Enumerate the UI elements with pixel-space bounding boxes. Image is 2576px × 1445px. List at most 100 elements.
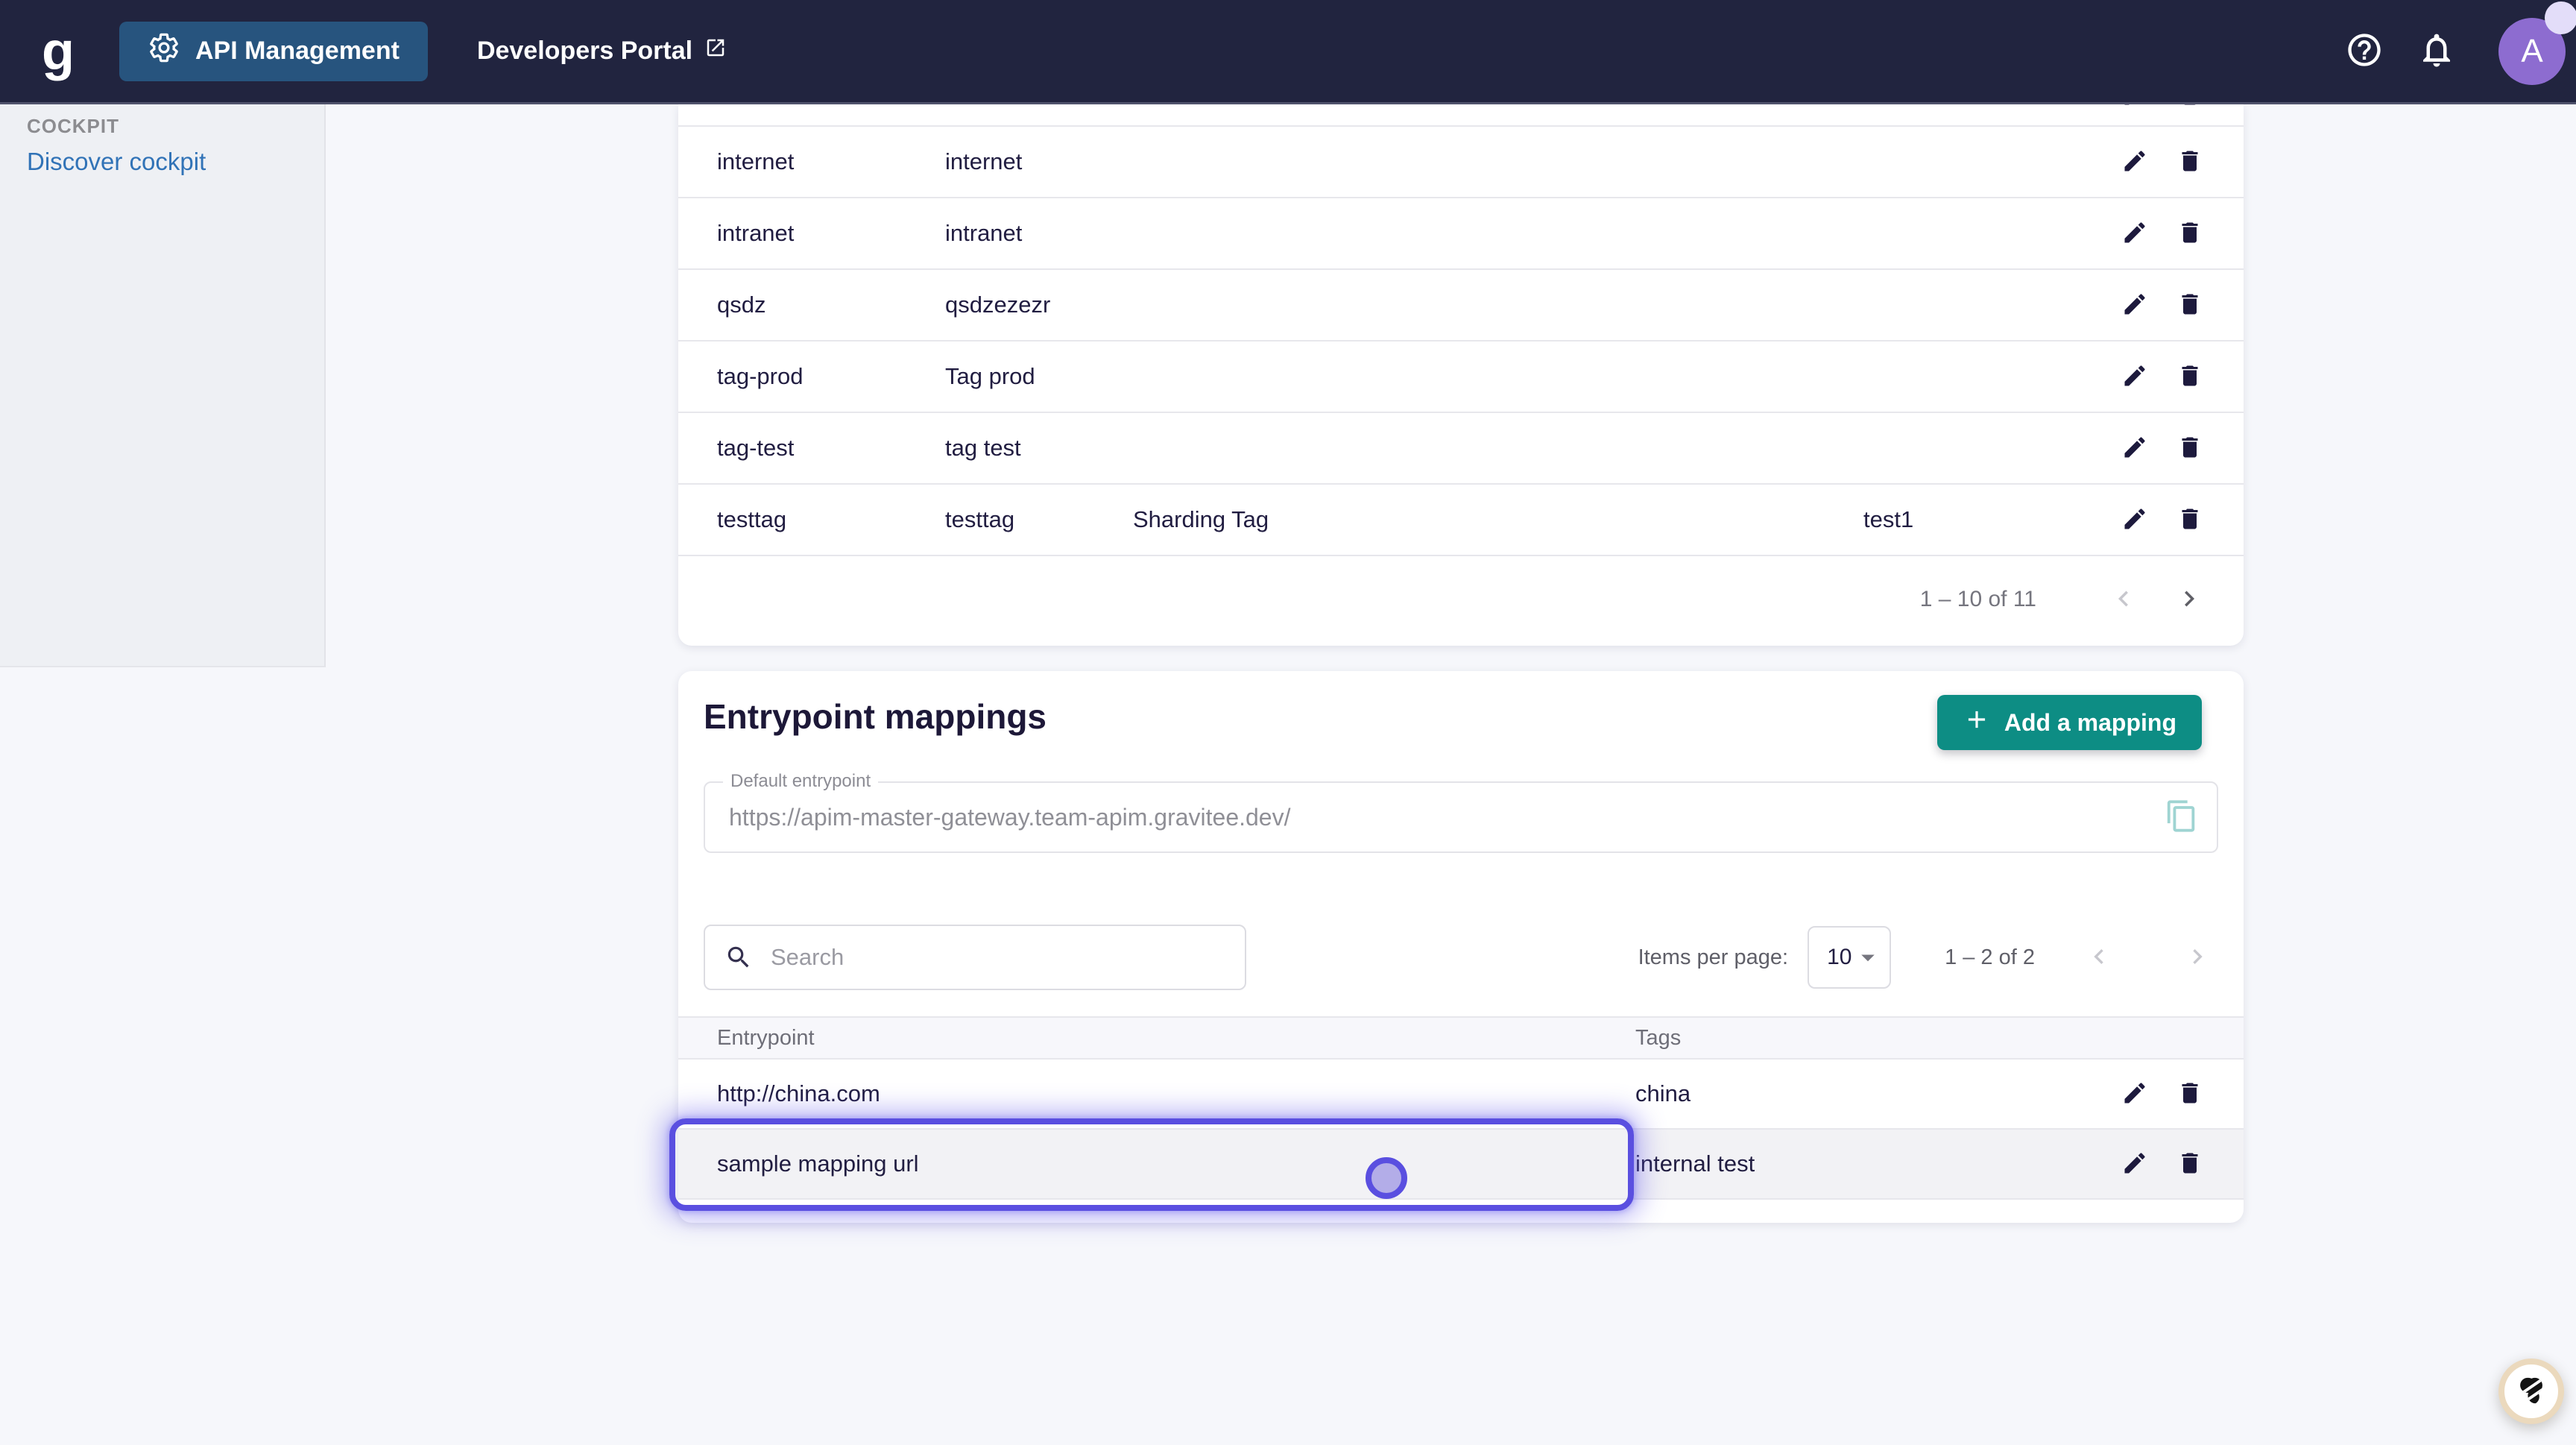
help-icon xyxy=(2345,31,2384,72)
tag-name-cell: qsdzezezr xyxy=(945,292,1051,318)
pencil-icon xyxy=(2121,506,2148,535)
search-input[interactable] xyxy=(769,943,1245,972)
api-management-label: API Management xyxy=(195,37,400,65)
edit-button[interactable] xyxy=(2121,104,2148,110)
pencil-icon xyxy=(2121,291,2148,320)
chevron-left-icon xyxy=(2084,942,2114,974)
edit-button[interactable] xyxy=(2121,362,2148,391)
tag-name-cell: tag test xyxy=(945,435,1021,461)
delete-button[interactable] xyxy=(2176,1080,2203,1109)
tags-card: internet internet intranet intranet qsdz… xyxy=(678,104,2244,646)
api-management-button[interactable]: API Management xyxy=(119,21,428,81)
tag-name-cell: internet xyxy=(945,148,1023,174)
tags-cell: china xyxy=(1635,1080,1691,1106)
search-icon xyxy=(724,943,753,972)
widget-launcher-button[interactable] xyxy=(2498,1359,2564,1424)
items-per-page-value: 10 xyxy=(1827,945,1852,969)
delete-button[interactable] xyxy=(2176,219,2203,248)
tags-table-row: tag-prod Tag prod xyxy=(678,341,2244,413)
entrypoints-table-header: Entrypoint Tags xyxy=(678,1016,2244,1060)
delete-button[interactable] xyxy=(2176,291,2203,320)
trash-icon xyxy=(2176,219,2203,248)
tags-table-row: intranet intranet xyxy=(678,198,2244,270)
gravitee-logo[interactable]: g xyxy=(42,21,75,81)
header-entrypoint: Entrypoint xyxy=(717,1025,815,1050)
tags-table-row: internet internet xyxy=(678,127,2244,198)
pencil-icon xyxy=(2121,1150,2148,1179)
pencil-icon xyxy=(2121,434,2148,463)
entrypoints-table: Entrypoint Tags http://china.com china s… xyxy=(678,1016,2244,1200)
add-mapping-button[interactable]: Add a mapping xyxy=(1936,695,2202,750)
help-button[interactable] xyxy=(2345,31,2384,72)
tag-name-cell: intranet xyxy=(945,220,1023,246)
paginator-controls: Items per page: 10 1 – 2 of 2 xyxy=(1638,926,2218,989)
delete-button[interactable] xyxy=(2176,506,2203,535)
tags-paginator: 1 – 10 of 11 xyxy=(678,556,2244,643)
plus-icon xyxy=(1963,705,1991,740)
entrypoint-row: http://china.com china xyxy=(678,1060,2244,1130)
edit-button[interactable] xyxy=(2121,219,2148,248)
edit-button[interactable] xyxy=(2121,1150,2148,1179)
tag-id-cell: internet xyxy=(717,148,795,174)
delete-button[interactable] xyxy=(2176,362,2203,391)
trash-icon xyxy=(2176,104,2203,110)
edit-button[interactable] xyxy=(2121,506,2148,535)
tag-description-cell: Sharding Tag xyxy=(1133,506,1269,532)
trash-icon xyxy=(2176,434,2203,463)
copy-icon xyxy=(2165,799,2199,836)
edit-button[interactable] xyxy=(2121,1080,2148,1109)
edit-button[interactable] xyxy=(2121,148,2148,177)
pagination-range-label: 1 – 2 of 2 xyxy=(1945,945,2035,969)
developers-portal-link[interactable]: Developers Portal xyxy=(477,37,727,66)
page-title: Entrypoint mappings xyxy=(704,697,1046,736)
pagination-prev-button xyxy=(2108,583,2139,617)
header-tags: Tags xyxy=(1635,1025,1682,1050)
default-entrypoint-field: Default entrypoint https://apim-master-g… xyxy=(704,771,2218,853)
default-entrypoint-label: Default entrypoint xyxy=(723,771,879,792)
external-link-icon xyxy=(704,37,727,66)
bell-icon xyxy=(2416,30,2457,72)
chevron-left-icon xyxy=(2108,583,2139,617)
entrypoint-cell: http://china.com xyxy=(717,1080,880,1106)
trash-icon xyxy=(2176,506,2203,535)
pagination-range-label: 1 – 10 of 11 xyxy=(1919,587,2036,611)
pencil-icon xyxy=(2121,219,2148,248)
tag-id-cell: qsdz xyxy=(717,292,766,318)
sidebar-section-label: COCKPIT xyxy=(27,115,119,137)
delete-button[interactable] xyxy=(2176,434,2203,463)
copy-button[interactable] xyxy=(2165,799,2199,836)
delete-button[interactable] xyxy=(2176,1150,2203,1179)
default-entrypoint-value: https://apim-master-gateway.team-apim.gr… xyxy=(729,803,1291,831)
sidebar-item-discover-cockpit[interactable]: Discover cockpit xyxy=(27,148,206,175)
search-box xyxy=(704,925,1246,990)
tags-table-row: tag-test tag test xyxy=(678,413,2244,485)
pagination-prev-button xyxy=(2084,942,2114,974)
chevron-right-icon xyxy=(2182,942,2212,974)
widget-logo-icon xyxy=(2514,1373,2548,1410)
items-per-page-select[interactable]: 10 xyxy=(1808,926,1892,989)
tags-table-row-partial xyxy=(678,104,2244,127)
tags-table-row: testtag testtag Sharding Tag test1 xyxy=(678,485,2244,556)
gear-icon xyxy=(148,31,180,71)
pencil-icon xyxy=(2121,148,2148,177)
pagination-next-button[interactable] xyxy=(2174,583,2205,617)
avatar-initial: A xyxy=(2521,32,2543,69)
delete-button[interactable] xyxy=(2176,148,2203,177)
tag-id-cell: testtag xyxy=(717,506,787,532)
edit-button[interactable] xyxy=(2121,434,2148,463)
user-avatar[interactable]: A xyxy=(2498,1,2576,85)
edit-button[interactable] xyxy=(2121,291,2148,320)
sidebar: COCKPIT Discover cockpit xyxy=(0,104,326,667)
notifications-button[interactable] xyxy=(2416,30,2457,72)
items-per-page-label: Items per page: xyxy=(1638,945,1789,969)
entrypoint-cell: sample mapping url xyxy=(717,1150,919,1177)
tags-cell: internal test xyxy=(1635,1150,1755,1177)
tag-name-cell: Tag prod xyxy=(945,363,1035,389)
pencil-icon xyxy=(2121,1080,2148,1109)
pencil-icon xyxy=(2121,104,2148,110)
tags-table-row: qsdz qsdzezezr xyxy=(678,270,2244,341)
entrypoint-row: sample mapping url internal test xyxy=(678,1130,2244,1200)
delete-button[interactable] xyxy=(2176,104,2203,110)
tag-name-cell: testtag xyxy=(945,506,1015,532)
